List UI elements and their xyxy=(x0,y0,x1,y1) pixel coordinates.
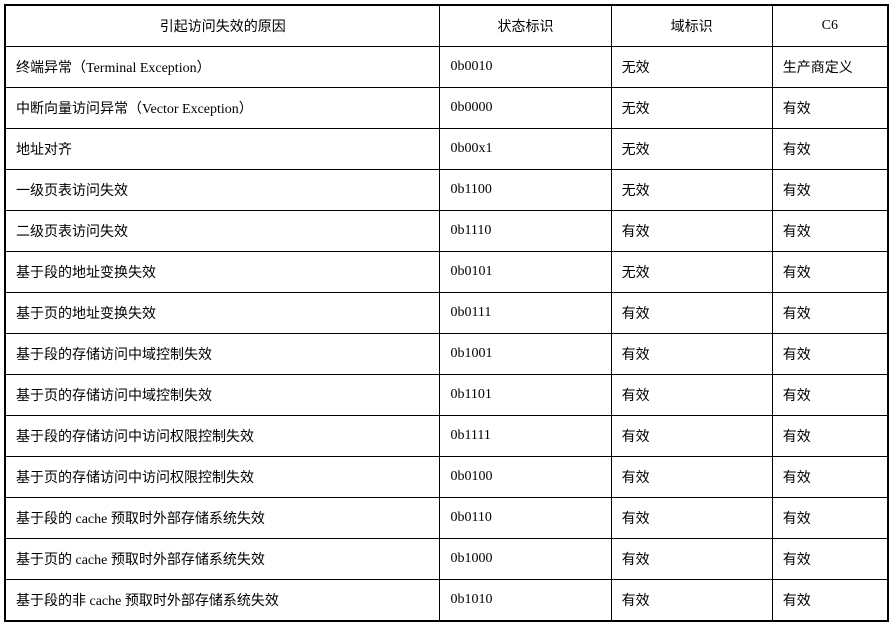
table-row: 基于段的非 cache 预取时外部存储系统失效 0b1010 有效 有效 xyxy=(5,580,888,622)
cell-c6: 有效 xyxy=(772,293,888,334)
cell-cause: 一级页表访问失效 xyxy=(5,170,440,211)
table-row: 二级页表访问失效 0b1110 有效 有效 xyxy=(5,211,888,252)
col-header-cause: 引起访问失效的原因 xyxy=(5,5,440,47)
cell-status: 0b1110 xyxy=(440,211,611,252)
cell-cause: 终端异常（Terminal Exception） xyxy=(5,47,440,88)
cell-status: 0b1111 xyxy=(440,416,611,457)
cell-c6: 有效 xyxy=(772,88,888,129)
cell-c6: 有效 xyxy=(772,129,888,170)
cell-domain: 有效 xyxy=(611,293,772,334)
cell-cause: 基于页的存储访问中访问权限控制失效 xyxy=(5,457,440,498)
cell-c6: 有效 xyxy=(772,334,888,375)
cell-status: 0b0110 xyxy=(440,498,611,539)
cell-domain: 无效 xyxy=(611,170,772,211)
cell-status: 0b0100 xyxy=(440,457,611,498)
table-row: 基于页的存储访问中访问权限控制失效 0b0100 有效 有效 xyxy=(5,457,888,498)
table-row: 基于段的存储访问中域控制失效 0b1001 有效 有效 xyxy=(5,334,888,375)
cell-cause: 基于页的存储访问中域控制失效 xyxy=(5,375,440,416)
cell-cause: 基于段的地址变换失效 xyxy=(5,252,440,293)
cell-c6: 生产商定义 xyxy=(772,47,888,88)
cell-c6: 有效 xyxy=(772,252,888,293)
table-row: 基于页的地址变换失效 0b0111 有效 有效 xyxy=(5,293,888,334)
table-row: 终端异常（Terminal Exception） 0b0010 无效 生产商定义 xyxy=(5,47,888,88)
cell-domain: 无效 xyxy=(611,129,772,170)
table-row: 基于段的 cache 预取时外部存储系统失效 0b0110 有效 有效 xyxy=(5,498,888,539)
cell-domain: 无效 xyxy=(611,88,772,129)
cell-status: 0b1101 xyxy=(440,375,611,416)
cell-domain: 有效 xyxy=(611,539,772,580)
cell-cause: 中断向量访问异常（Vector Exception） xyxy=(5,88,440,129)
cell-c6: 有效 xyxy=(772,170,888,211)
cell-c6: 有效 xyxy=(772,457,888,498)
cell-c6: 有效 xyxy=(772,539,888,580)
cell-c6: 有效 xyxy=(772,580,888,622)
cell-c6: 有效 xyxy=(772,211,888,252)
cell-cause: 二级页表访问失效 xyxy=(5,211,440,252)
col-header-status: 状态标识 xyxy=(440,5,611,47)
fault-table: 引起访问失效的原因 状态标识 域标识 C6 终端异常（Terminal Exce… xyxy=(4,4,889,622)
cell-c6: 有效 xyxy=(772,498,888,539)
cell-cause: 基于段的存储访问中访问权限控制失效 xyxy=(5,416,440,457)
cell-cause: 基于页的 cache 预取时外部存储系统失效 xyxy=(5,539,440,580)
table-row: 基于段的地址变换失效 0b0101 无效 有效 xyxy=(5,252,888,293)
cell-status: 0b0101 xyxy=(440,252,611,293)
cell-domain: 有效 xyxy=(611,211,772,252)
table-row: 一级页表访问失效 0b1100 无效 有效 xyxy=(5,170,888,211)
cell-status: 0b00x1 xyxy=(440,129,611,170)
cell-cause: 地址对齐 xyxy=(5,129,440,170)
cell-status: 0b1010 xyxy=(440,580,611,622)
cell-cause: 基于段的 cache 预取时外部存储系统失效 xyxy=(5,498,440,539)
cell-domain: 有效 xyxy=(611,334,772,375)
table-row: 基于页的存储访问中域控制失效 0b1101 有效 有效 xyxy=(5,375,888,416)
cell-domain: 有效 xyxy=(611,457,772,498)
cell-status: 0b0111 xyxy=(440,293,611,334)
cell-domain: 有效 xyxy=(611,580,772,622)
cell-status: 0b1000 xyxy=(440,539,611,580)
cell-domain: 无效 xyxy=(611,252,772,293)
cell-status: 0b0000 xyxy=(440,88,611,129)
table-row: 地址对齐 0b00x1 无效 有效 xyxy=(5,129,888,170)
cell-c6: 有效 xyxy=(772,416,888,457)
table-row: 基于段的存储访问中访问权限控制失效 0b1111 有效 有效 xyxy=(5,416,888,457)
cell-status: 0b1100 xyxy=(440,170,611,211)
cell-domain: 有效 xyxy=(611,375,772,416)
cell-domain: 有效 xyxy=(611,416,772,457)
cell-domain: 有效 xyxy=(611,498,772,539)
table-row: 中断向量访问异常（Vector Exception） 0b0000 无效 有效 xyxy=(5,88,888,129)
table-header-row: 引起访问失效的原因 状态标识 域标识 C6 xyxy=(5,5,888,47)
col-header-c6: C6 xyxy=(772,5,888,47)
cell-c6: 有效 xyxy=(772,375,888,416)
table-row: 基于页的 cache 预取时外部存储系统失效 0b1000 有效 有效 xyxy=(5,539,888,580)
col-header-domain: 域标识 xyxy=(611,5,772,47)
cell-cause: 基于页的地址变换失效 xyxy=(5,293,440,334)
cell-status: 0b0010 xyxy=(440,47,611,88)
cell-status: 0b1001 xyxy=(440,334,611,375)
table-container: 引起访问失效的原因 状态标识 域标识 C6 终端异常（Terminal Exce… xyxy=(0,0,893,519)
cell-cause: 基于段的非 cache 预取时外部存储系统失效 xyxy=(5,580,440,622)
cell-domain: 无效 xyxy=(611,47,772,88)
cell-cause: 基于段的存储访问中域控制失效 xyxy=(5,334,440,375)
